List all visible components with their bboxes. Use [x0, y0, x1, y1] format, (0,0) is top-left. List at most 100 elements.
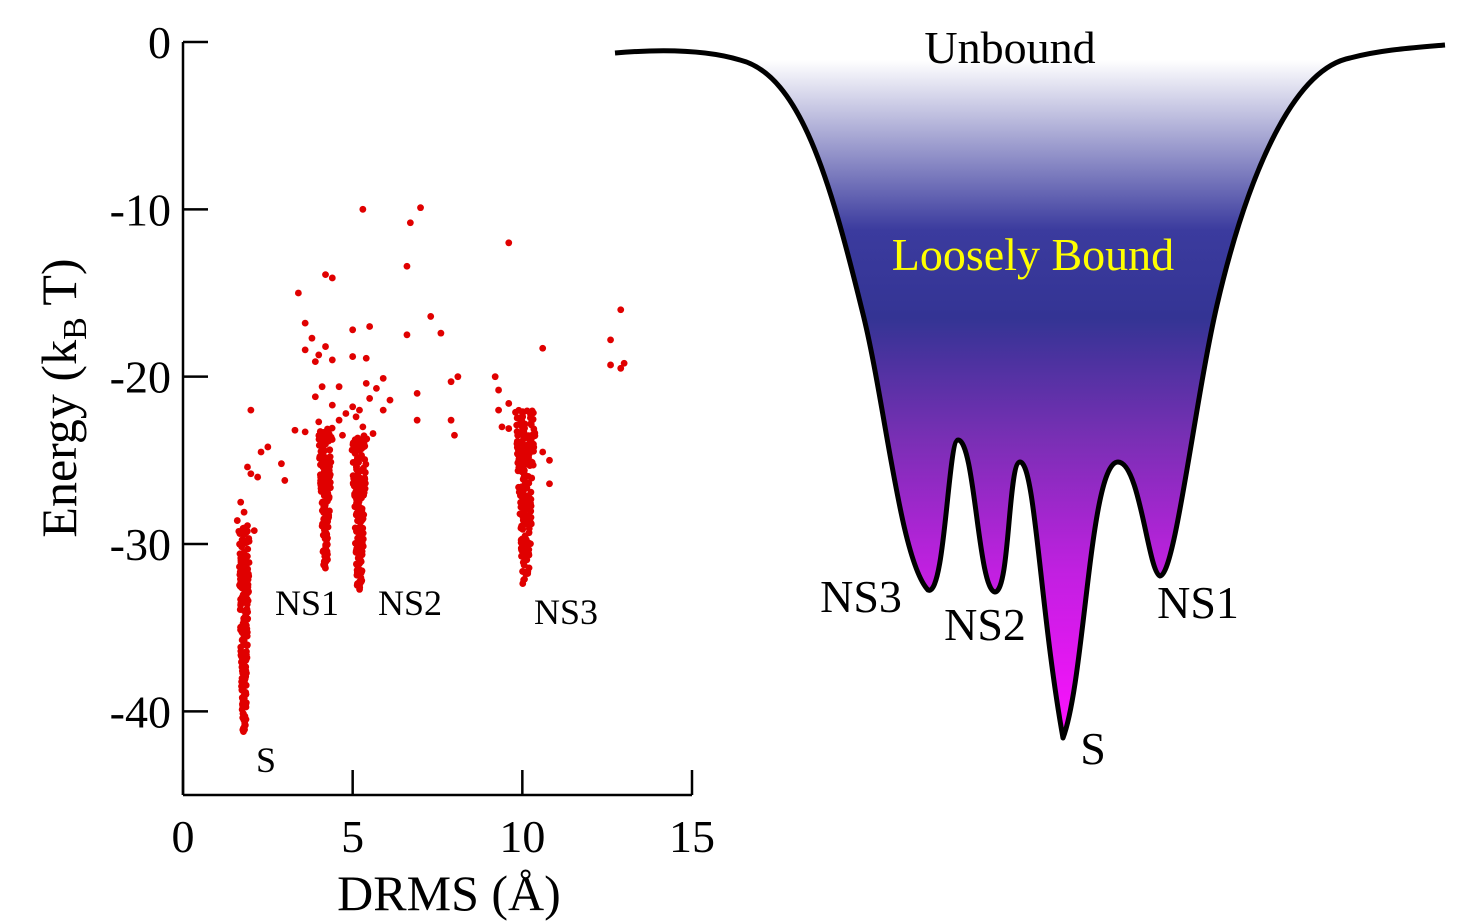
scatter-point [348, 446, 356, 454]
scatter-point [311, 393, 319, 401]
scatter-point [319, 461, 327, 468]
scatter-point [240, 673, 247, 681]
scatter-point [353, 571, 361, 579]
scatter-point [323, 541, 331, 549]
scatter-point [354, 547, 362, 555]
x-tick-label: 15 [669, 811, 715, 862]
scatter-point [322, 343, 329, 350]
scatter-point [315, 418, 323, 426]
scatter-point [359, 205, 367, 213]
scatter-point [353, 457, 361, 464]
scatter-point [521, 424, 528, 432]
scatter-point [352, 413, 360, 421]
scatter-point [520, 492, 528, 500]
loosely-bound-label: Loosely Bound [892, 229, 1174, 280]
scatter-point [607, 361, 614, 369]
scatter-point [349, 353, 357, 360]
scatter-point [254, 473, 262, 481]
scatter-point [240, 640, 248, 647]
scatter-point [294, 289, 302, 297]
scatter-point [355, 533, 363, 541]
scatter-point [527, 421, 535, 429]
scatter-point [413, 390, 421, 397]
scatter-point [356, 554, 364, 562]
y-tick-label: -30 [110, 519, 171, 570]
scatter-point [515, 455, 523, 463]
minimum-label-ns2: NS2 [944, 599, 1026, 650]
scatter-point [454, 373, 462, 381]
unbound-label: Unbound [924, 22, 1095, 73]
scatter-point [525, 494, 533, 502]
scatter-point [539, 344, 547, 352]
scatter-point [518, 522, 525, 530]
scatter-point [361, 479, 369, 487]
scatter-point [514, 467, 522, 475]
scatter-point [359, 542, 367, 550]
scatter-point [238, 594, 246, 601]
scatter-point [519, 580, 527, 587]
scatter-point [498, 423, 506, 431]
x-tick-label: 0 [172, 811, 195, 862]
scatter-point [317, 488, 325, 495]
scatter-point [356, 406, 363, 414]
energy-curve [614, 42, 1446, 741]
scatter-point [539, 448, 547, 456]
scatter-point [320, 428, 328, 436]
scatter-point [527, 499, 534, 507]
axes [181, 42, 692, 797]
scatter-point [607, 336, 614, 344]
scatter-point [369, 430, 377, 437]
scatter-point [318, 383, 326, 391]
scatter-point [244, 576, 252, 583]
scatter-point [437, 329, 445, 337]
scatter-point [325, 482, 333, 490]
scatter-point [512, 408, 519, 416]
scatter-plot: 0 -10 -20 -30 -40 0 5 10 15 S NS1 NS2 NS3 DRMS (Å)… [31, 17, 715, 921]
scatter-point [250, 527, 258, 535]
scatter-point [527, 540, 534, 548]
scatter-point [366, 395, 374, 402]
scatter-point [617, 306, 625, 314]
scatter-point [505, 400, 513, 407]
scatter-point [311, 358, 319, 366]
x-tick-label: 5 [341, 811, 364, 862]
x-tick-label: 10 [499, 811, 545, 862]
scatter-point [349, 403, 357, 411]
y-axis-title: Energy (kB T) [31, 258, 94, 537]
scatter-point [379, 406, 387, 414]
scatter-point [236, 606, 244, 613]
scatter-point [350, 472, 358, 480]
scatter-point [325, 511, 333, 519]
scatter-point [281, 477, 289, 484]
scatter-point [513, 440, 521, 448]
cluster-label-ns1: NS1 [275, 583, 339, 623]
scatter-point [525, 551, 533, 559]
scatter-point [521, 532, 529, 540]
scatter-point [356, 580, 364, 588]
scatter-point [514, 431, 522, 439]
scatter-point [527, 519, 535, 527]
scatter-point [240, 634, 247, 642]
scatter-point [526, 414, 534, 422]
scatter-point [301, 346, 309, 354]
scatter-point [322, 518, 330, 526]
minimum-label-ns1: NS1 [1157, 577, 1239, 628]
scatter-point [322, 271, 329, 278]
scatter-point [519, 548, 526, 555]
scatter-point [236, 550, 244, 558]
scatter-point [495, 386, 502, 394]
scatter-point [244, 522, 251, 529]
x-ticks: 0 5 10 15 [172, 770, 715, 862]
scatter-point [359, 438, 366, 446]
scatter-point [244, 463, 251, 471]
scatter-point [236, 568, 244, 576]
scatter-point [406, 219, 414, 227]
scatter-point [518, 486, 526, 493]
scatter-point [358, 509, 366, 517]
scatter-point [243, 601, 251, 608]
scatter-point [242, 688, 250, 696]
scatter-point [339, 431, 346, 439]
scatter-point [546, 480, 553, 488]
y-tick-label: -20 [110, 352, 171, 403]
